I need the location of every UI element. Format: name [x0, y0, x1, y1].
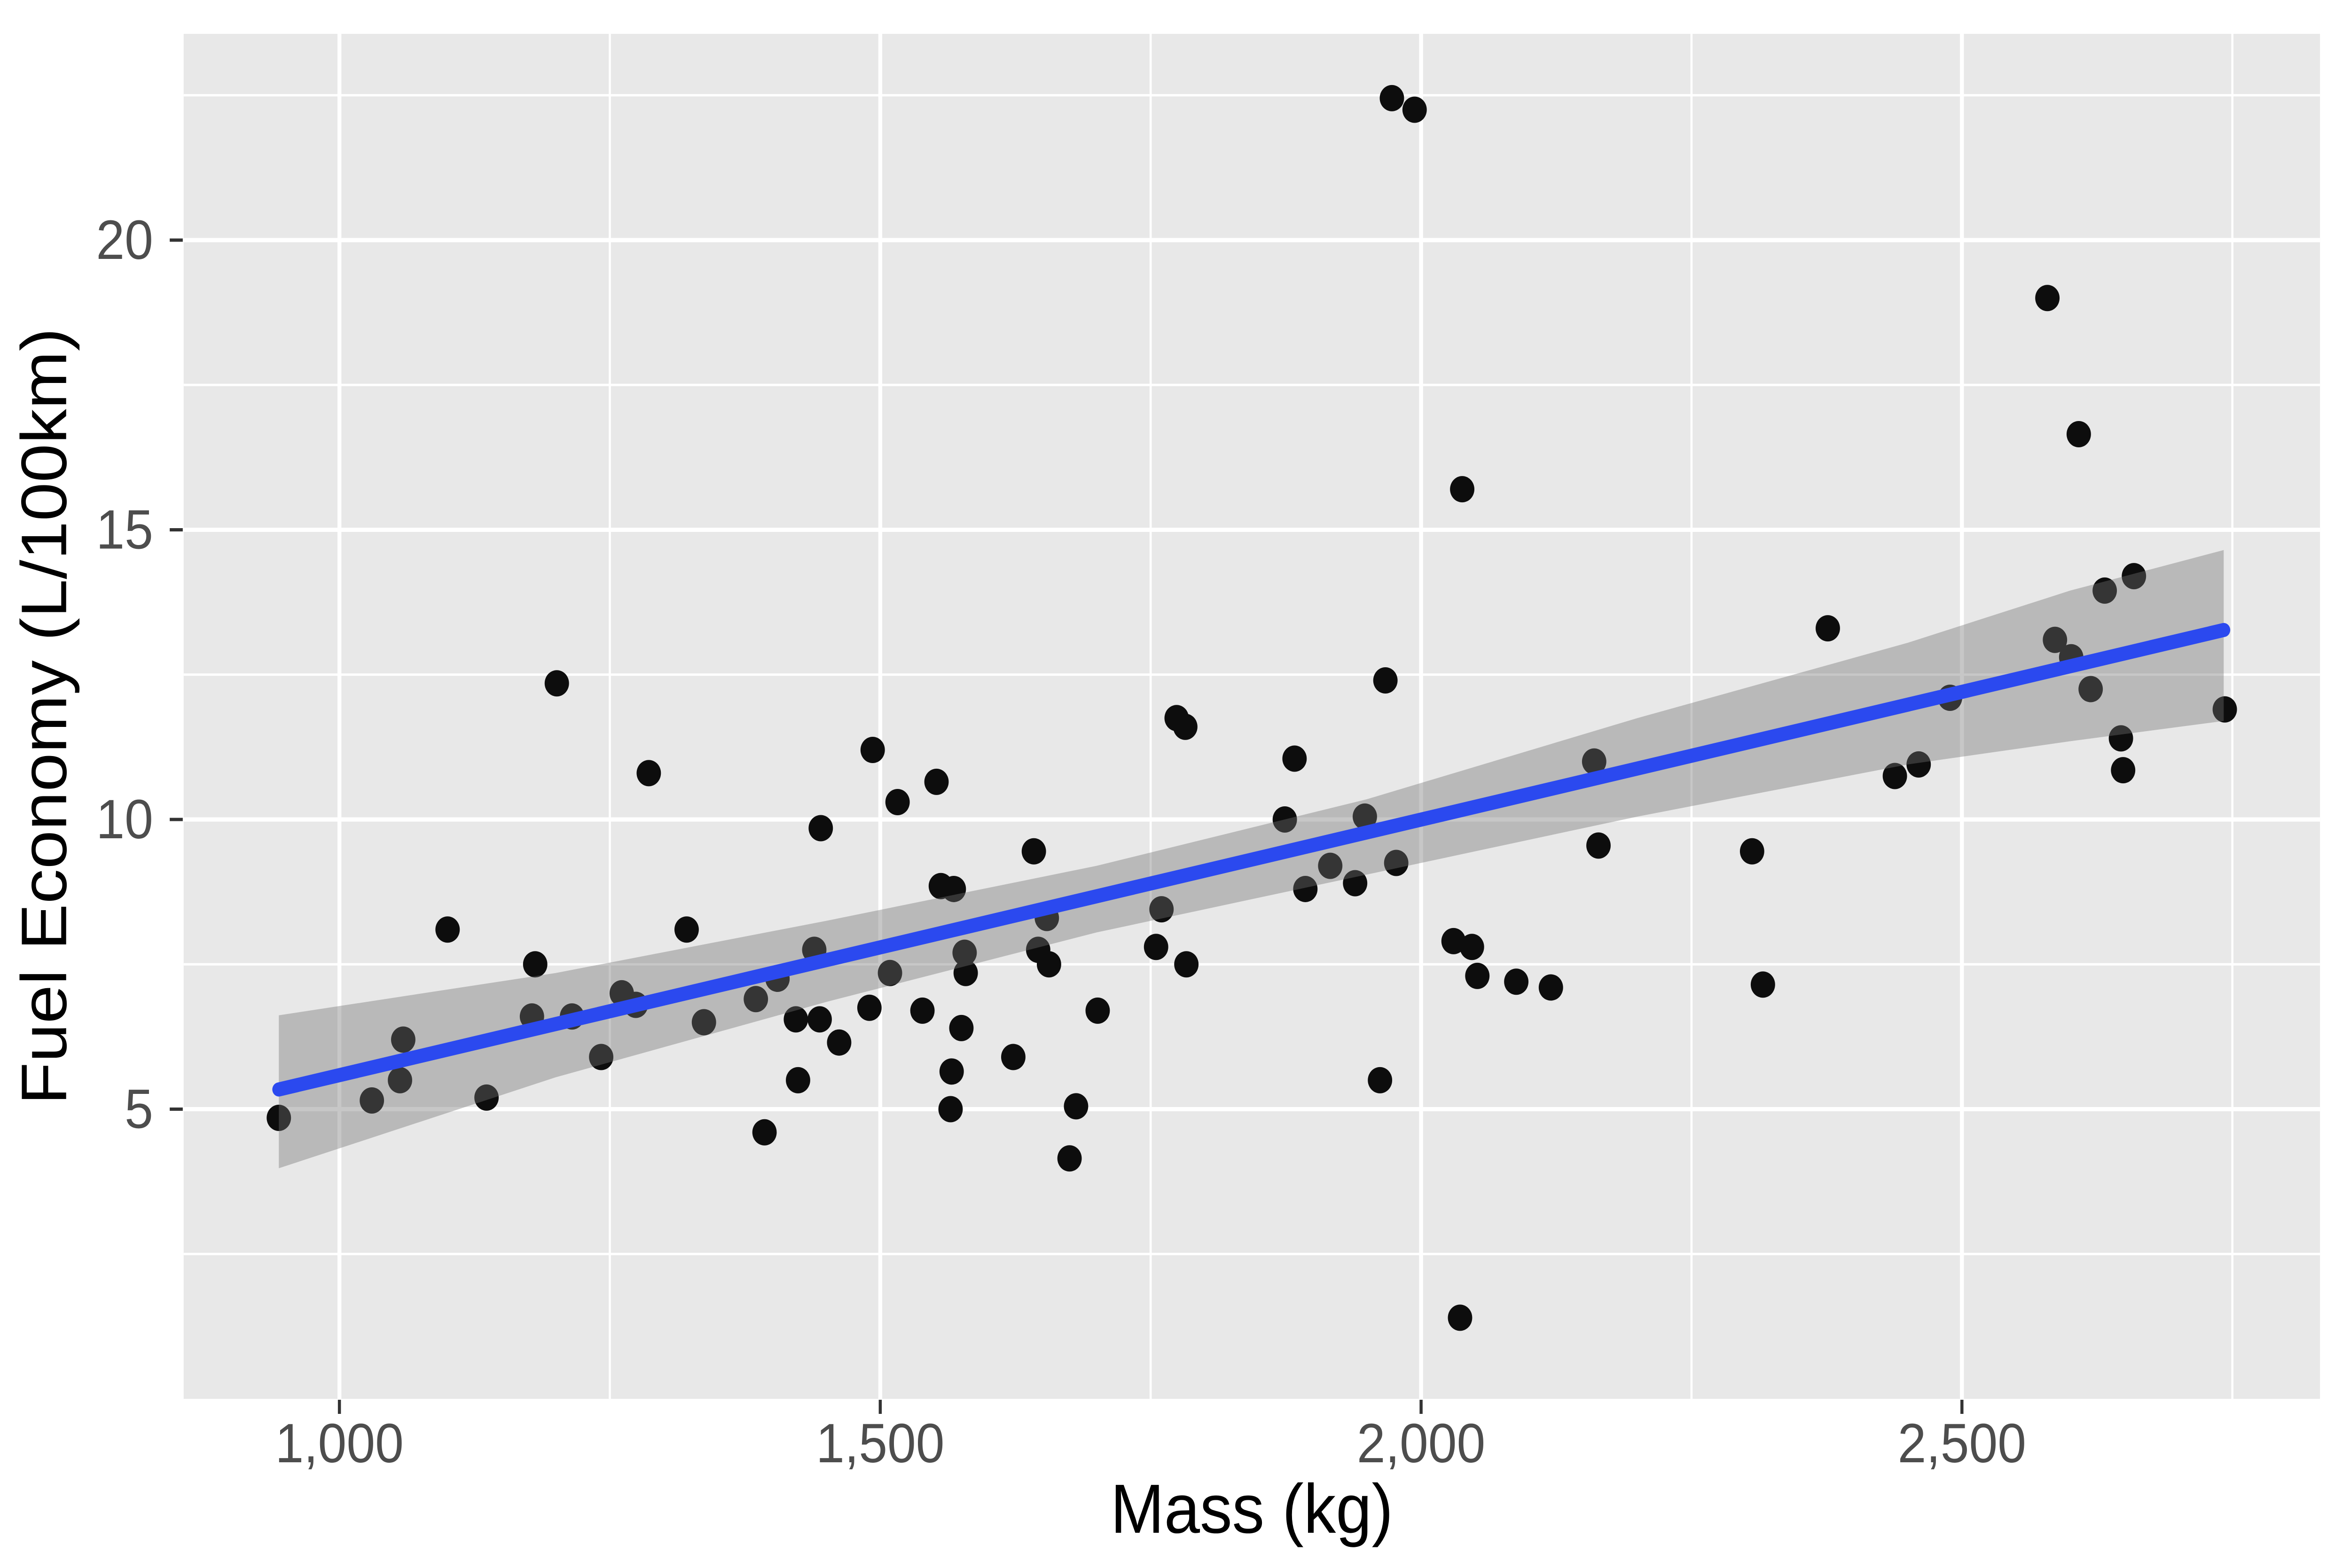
data-point — [1750, 971, 1775, 998]
data-point — [2078, 676, 2103, 702]
x-axis-title: Mass (kg) — [1111, 1470, 1393, 1548]
data-point — [674, 916, 699, 943]
data-point — [808, 815, 833, 842]
data-point — [360, 1087, 384, 1114]
data-point — [952, 939, 977, 966]
data-point — [1586, 832, 1611, 859]
plot-panel — [183, 34, 2320, 1399]
regression-line — [272, 623, 2231, 1097]
data-point — [691, 1009, 716, 1036]
data-point — [1906, 751, 1931, 778]
data-point — [939, 1058, 964, 1085]
data-point — [2066, 421, 2091, 448]
data-point — [636, 760, 661, 787]
data-point — [391, 1026, 415, 1053]
y-axis-title: Fuel Economy (L/100km) — [8, 328, 80, 1105]
x-tick-label-2000: 2,000 — [1357, 1412, 1485, 1474]
data-point — [1036, 951, 1061, 978]
data-point — [1318, 852, 1343, 879]
y-tick-label-10: 10 — [96, 788, 153, 850]
data-point — [1144, 934, 1168, 960]
data-point — [523, 951, 548, 978]
data-point — [857, 994, 882, 1021]
data-point — [474, 1084, 499, 1111]
data-point — [1441, 928, 1466, 954]
data-point — [827, 1029, 852, 1056]
data-point — [744, 986, 768, 1013]
data-point — [1379, 85, 1404, 111]
data-point — [924, 768, 949, 795]
data-point — [2035, 285, 2060, 312]
data-point — [949, 1014, 974, 1041]
data-point — [1085, 997, 1110, 1024]
data-point — [1538, 974, 1563, 1001]
data-point — [1293, 875, 1318, 902]
x-tick-label-2500: 2,500 — [1898, 1412, 2026, 1474]
data-point — [1174, 951, 1199, 978]
data-point — [2108, 725, 2133, 752]
data-point — [1343, 870, 1368, 897]
data-point — [752, 1119, 777, 1146]
data-point — [1384, 850, 1409, 876]
data-point — [435, 916, 460, 943]
x-tick-label-1500: 1,500 — [816, 1412, 944, 1474]
data-point — [1149, 896, 1174, 923]
data-point — [910, 997, 935, 1024]
data-point — [2122, 563, 2146, 590]
y-tick-label-15: 15 — [96, 499, 153, 561]
data-point — [941, 875, 966, 902]
data-point — [1064, 1093, 1089, 1120]
data-point — [1816, 615, 1840, 642]
data-point — [1057, 1145, 1082, 1172]
data-point — [1402, 96, 1427, 123]
data-point — [807, 1006, 832, 1033]
y-tick-label-5: 5 — [125, 1078, 153, 1140]
data-point — [1882, 763, 1907, 789]
data-point — [2212, 696, 2237, 723]
data-point — [1504, 968, 1529, 995]
data-point — [860, 737, 885, 764]
data-point — [786, 1067, 810, 1093]
data-point — [2092, 577, 2117, 604]
data-point — [1173, 713, 1198, 740]
x-tick-label-1000: 1,000 — [275, 1412, 403, 1474]
data-point — [885, 788, 910, 815]
data-point — [1368, 1067, 1393, 1093]
data-point — [589, 1044, 614, 1070]
data-point — [1001, 1044, 1026, 1070]
data-point — [1739, 838, 1764, 865]
data-point — [1353, 803, 1377, 830]
data-point — [2111, 757, 2136, 784]
data-point — [1582, 748, 1606, 775]
data-point — [877, 960, 902, 986]
data-point — [1465, 962, 1490, 989]
data-point — [2043, 626, 2068, 653]
data-point — [266, 1104, 291, 1131]
data-point — [1448, 1304, 1473, 1331]
data-point — [1459, 934, 1484, 960]
data-point — [388, 1067, 412, 1093]
data-point — [783, 1006, 808, 1033]
data-point — [938, 1096, 963, 1123]
data-point — [1021, 838, 1046, 865]
data-point — [1450, 476, 1474, 503]
y-tick-label-20: 20 — [96, 209, 153, 271]
data-point — [1272, 806, 1297, 833]
data-point — [1282, 745, 1307, 772]
data-point — [1373, 667, 1398, 694]
data-point — [953, 960, 978, 986]
data-point — [544, 670, 569, 697]
